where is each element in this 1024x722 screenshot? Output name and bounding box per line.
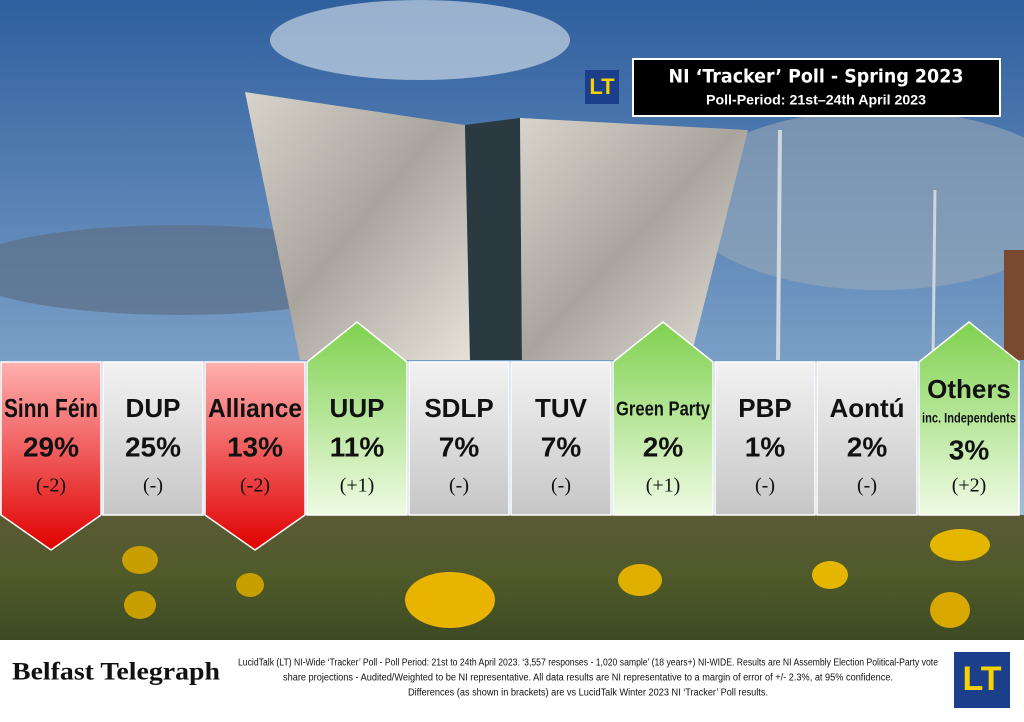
change: (+1) <box>646 475 681 497</box>
vote-share: 29% <box>23 431 79 462</box>
change: (-) <box>143 475 163 497</box>
party-panel <box>714 361 816 516</box>
vote-share: 2% <box>847 431 888 462</box>
vote-share: 7% <box>439 431 480 462</box>
party-panel <box>408 361 510 516</box>
party-name: PBP <box>738 393 791 423</box>
vote-share: 25% <box>125 431 181 462</box>
party-name: Others <box>927 374 1011 404</box>
logo: LT <box>962 660 1001 698</box>
party-name: UUP <box>330 393 385 423</box>
subtitle: Poll-Period: 21st–24th April 2023 <box>706 92 926 108</box>
logo-box <box>585 70 619 104</box>
party-panel <box>918 321 1020 516</box>
change: (-) <box>551 475 571 497</box>
party-panel <box>612 321 714 516</box>
footnote: LucidTalk (LT) NI-Wide ‘Tracker’ Poll - … <box>238 658 938 669</box>
party-panel <box>510 361 612 516</box>
vote-share: 2% <box>643 431 684 462</box>
title: NI ‘Tracker’ Poll - Spring 2023 <box>669 66 964 88</box>
party-name: Aontú <box>829 393 904 423</box>
change: (-2) <box>240 475 270 497</box>
change: (+1) <box>340 475 375 497</box>
party-name: TUV <box>535 393 588 423</box>
change: (-2) <box>36 475 66 497</box>
logo: LT <box>589 74 615 99</box>
party-panel <box>0 361 102 551</box>
footnote: share projections - Audited/Weighted to … <box>283 673 893 684</box>
footer: Belfast Telegraph LucidTalk (LT) NI-Wide… <box>0 640 1024 722</box>
party-panels: Sinn Féin 29% (-2) DUP 25% (-) Alliance 13% (-2)… <box>0 321 1020 551</box>
party-note: inc. Independents <box>922 410 1016 426</box>
logo-box <box>954 652 1010 708</box>
brand: Belfast Telegraph <box>12 659 220 686</box>
party-name: Green Party <box>616 398 711 420</box>
title-box <box>632 58 1001 117</box>
change: (-) <box>755 475 775 497</box>
change: (-) <box>449 475 469 497</box>
vote-share: 11% <box>330 431 385 462</box>
party-name: DUP <box>126 393 181 423</box>
party-panel <box>204 361 306 551</box>
footnote: Differences (as shown in brackets) are v… <box>408 688 768 699</box>
vote-share: 7% <box>541 431 582 462</box>
vote-share: 3% <box>949 434 990 465</box>
vote-share: 1% <box>745 431 786 462</box>
party-panel <box>816 361 918 516</box>
change: (+2) <box>952 475 987 497</box>
party-name: SDLP <box>424 393 493 423</box>
header: LT NI ‘Tracker’ Poll - Spring 2023 Poll-… <box>585 58 1001 117</box>
party-name: Alliance <box>208 393 302 423</box>
party-panel <box>306 321 408 516</box>
party-panel <box>102 361 204 516</box>
change: (-) <box>857 475 877 497</box>
vote-share: 13% <box>227 431 283 462</box>
party-name: Sinn Féin <box>4 393 98 423</box>
